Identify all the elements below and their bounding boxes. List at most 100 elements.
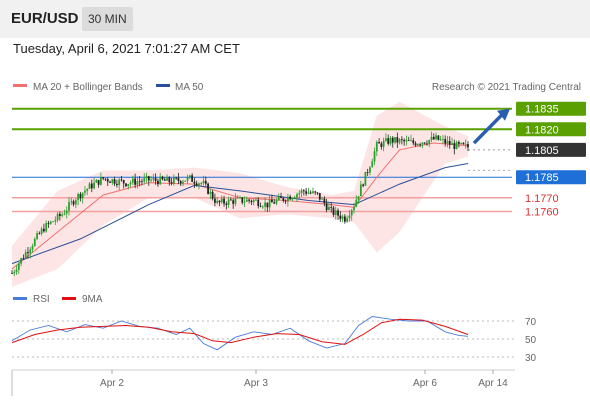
forecast-arrow-head [497, 108, 510, 121]
candle-body [138, 181, 141, 183]
candle-body [65, 210, 68, 214]
candle-body [453, 143, 456, 150]
candle-body [234, 198, 237, 204]
candle-body [236, 197, 239, 199]
rsi-legend-swatch [13, 297, 27, 300]
candle-body [419, 144, 422, 146]
candle-body [460, 142, 463, 144]
candle-body [375, 142, 378, 152]
candle-body [143, 178, 146, 182]
candle-body [111, 179, 114, 183]
price-levels [12, 107, 512, 213]
candle-body [188, 175, 191, 177]
candle-body [298, 192, 301, 195]
candle-body [52, 221, 54, 223]
rsi-panel: 70 50 30 [11, 316, 537, 364]
candle-body [343, 216, 346, 222]
candle-body [437, 135, 440, 140]
datetime: Tuesday, April 6, 2021 7:01:27 AM CET [13, 41, 240, 56]
candle-body [369, 167, 371, 173]
price-level-badge [516, 170, 586, 185]
candle-body [61, 214, 64, 216]
candle-body [359, 184, 362, 197]
candle-body [118, 179, 121, 186]
candle-body [24, 252, 27, 259]
candle-body [198, 183, 200, 186]
candle-body [106, 179, 109, 182]
candle-body [193, 181, 196, 184]
candle-body [257, 199, 260, 206]
candle-body [72, 201, 75, 205]
candle-body [191, 175, 194, 182]
candle-body [90, 183, 93, 189]
x-tick-label: Apr 14 [478, 378, 508, 389]
candle-body [232, 200, 235, 204]
candle-body [286, 196, 289, 202]
candle-body [161, 176, 164, 180]
ma50-legend: MA 50 [175, 82, 204, 93]
candle-body [22, 258, 25, 259]
candle-body [79, 193, 82, 199]
candle-body [412, 140, 415, 144]
candle-body [387, 138, 390, 144]
candle-body [261, 206, 264, 208]
candle-body [102, 177, 105, 179]
candle-body [280, 196, 282, 198]
candle-body [444, 139, 447, 144]
candle-body [448, 141, 451, 145]
candle-body [207, 183, 209, 194]
candle-body [389, 137, 392, 144]
candle-body [341, 216, 344, 219]
price-level-label: 1.1805 [525, 145, 559, 157]
candle-body [33, 238, 36, 246]
candle-body [70, 201, 73, 203]
candle-body [97, 179, 100, 185]
candle-body [93, 182, 95, 189]
candle-body [56, 213, 59, 221]
bollinger-bands [12, 101, 468, 287]
candle-body [355, 199, 358, 207]
candle-body [152, 178, 155, 180]
candle-body [150, 179, 152, 181]
candle-body [120, 179, 123, 181]
candle-body [428, 140, 431, 144]
candle-body [43, 228, 45, 232]
candle-body [227, 199, 230, 205]
candle-body [47, 223, 50, 224]
candle-body [113, 179, 116, 184]
candle-body [220, 198, 223, 203]
bollinger-band-area [12, 101, 468, 287]
candle-body [407, 140, 410, 141]
candle-body [302, 190, 305, 192]
candle-body [439, 139, 442, 141]
title-bar: EUR/USD 30 MIN [0, 0, 590, 38]
candle-body [77, 193, 80, 201]
candle-body [455, 141, 458, 150]
candle-body [74, 200, 77, 205]
candle-body [464, 144, 467, 145]
candle-body [312, 191, 314, 194]
candle-body [209, 191, 212, 194]
candle-body [13, 271, 16, 274]
timeframe-button[interactable]: 30 MIN [82, 7, 133, 31]
candle-body [273, 202, 276, 204]
ma50-legend-swatch [156, 84, 170, 87]
candle-body [172, 177, 175, 184]
candle-body [20, 258, 23, 264]
candle-body [291, 198, 294, 200]
candle-body [95, 179, 98, 183]
candle-body [248, 199, 251, 201]
ma9-legend: 9MA [82, 294, 103, 305]
candle-body [353, 206, 355, 211]
price-level-label: 1.1770 [525, 193, 559, 205]
x-tick-label: Apr 6 [413, 378, 437, 389]
candle-body [84, 190, 86, 193]
candle-body [432, 136, 435, 140]
candle-body [316, 192, 319, 194]
candle-body [346, 218, 349, 222]
candle-body [457, 141, 460, 144]
x-axis: Apr 2 Apr 3 Apr 6 Apr 14 [11, 369, 515, 396]
candle-body [245, 199, 248, 202]
candle-body [266, 202, 269, 208]
